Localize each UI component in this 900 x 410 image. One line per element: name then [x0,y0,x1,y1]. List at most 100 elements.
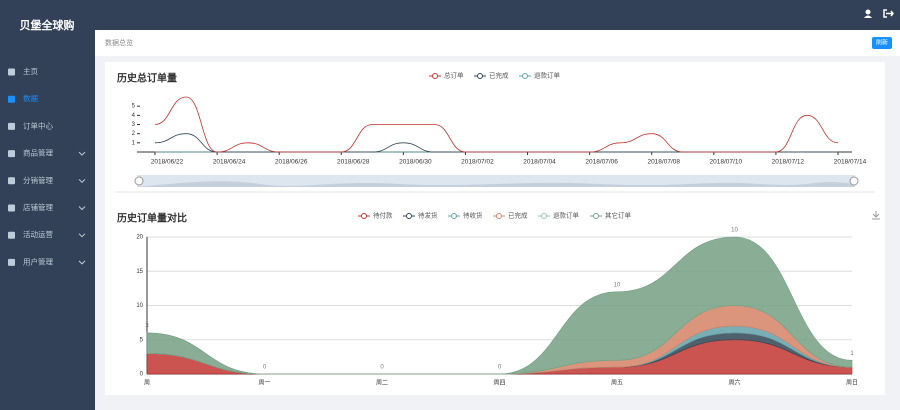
x-tick-label: 2018/06/26 [275,159,308,166]
x-tick-label: 周五 [611,380,623,387]
y-tick-label: 2 [132,131,136,137]
legend-label[interactable]: 已完成 [489,71,509,80]
menu-icon[interactable] [8,204,15,212]
breadcrumb[interactable]: 数据总览 [105,38,133,47]
menu-chevron[interactable] [78,151,86,156]
data-label: 10 [731,228,738,234]
x-tick-label: 2018/07/04 [523,159,556,166]
x-tick-label: 2018/07/08 [647,159,680,166]
logo: 贝堡全球购 [20,18,75,32]
legend-label[interactable]: 总订单 [444,71,464,80]
x-tick-label: 2018/07/06 [585,159,618,166]
data-label: 0 [380,365,384,371]
logout-icon-door [883,9,887,18]
y-tick-label: 0 [140,372,144,378]
menu-chevron[interactable] [78,233,86,238]
x-tick-label: 2018/07/12 [772,159,805,166]
logout-icon[interactable] [883,9,894,18]
legend-label[interactable]: 其它订单 [605,211,632,220]
menu-item[interactable]: 商品管理 [23,148,53,158]
legend-icon[interactable] [477,73,483,79]
data-label: 10 [614,282,621,288]
y-tick-label: 5 [132,104,136,110]
user-icon[interactable] [864,9,872,19]
menu-item[interactable]: 用户管理 [23,256,53,266]
legend-label[interactable]: 待付款 [373,211,393,220]
x-tick-label: 周四 [493,380,505,387]
data-label: 0 [498,365,502,371]
x-tick-label: 周日 [846,380,858,387]
x-tick-label: 周一 [258,380,270,387]
legend-icon[interactable] [361,213,367,219]
y-tick-label: 3 [132,122,136,128]
data-label: 1 [850,351,854,357]
menu-chevron[interactable] [78,260,86,265]
menu-icon[interactable] [8,177,15,185]
y-tick-label: 1 [132,140,136,146]
y-tick-label: 4 [132,113,136,119]
x-tick-label: 周二 [376,380,388,387]
menu-icon[interactable] [8,258,15,266]
logout-icon-arrow [886,10,894,17]
chart-title: 历史总订单量 [117,72,177,85]
chart-title: 历史订单量对比 [117,212,187,225]
legend-label[interactable]: 待收货 [463,211,483,220]
legend-icon[interactable] [522,73,528,79]
menu-chevron[interactable] [78,178,86,184]
legend-label[interactable]: 待发货 [418,211,438,220]
user-icon-head [865,9,871,15]
x-tick-label: 周六 [728,379,740,387]
refresh-button[interactable] [872,37,892,49]
menu-icon[interactable] [8,95,15,103]
y-tick-label: 10 [136,303,143,309]
legend-label[interactable]: 退款订单 [534,71,561,80]
data-label: 0 [263,365,267,371]
series-area [146,236,853,375]
menu-icon[interactable] [8,150,15,158]
menu-icon[interactable] [8,122,15,130]
breadcrumb-bar [95,30,900,56]
menu-icon[interactable] [8,231,15,239]
zoom-handle[interactable] [849,176,859,186]
menu-item[interactable]: 分销管理 [23,175,53,185]
refresh-button-label[interactable]: 刷新 [876,39,888,47]
legend-icon[interactable] [496,213,502,219]
x-tick-label: 2018/07/02 [461,159,494,166]
zoom-track [137,175,855,187]
zoom-shadow [137,181,855,187]
y-tick-label: 20 [136,235,143,241]
menu-item[interactable]: 主页 [23,66,38,76]
legend-label[interactable]: 已完成 [508,211,528,220]
series-line [154,96,839,153]
x-tick-label: 2018/06/22 [151,159,184,166]
legend-icon[interactable] [593,213,599,219]
x-tick-label: 2018/07/10 [710,159,743,166]
y-tick-label: 15 [136,269,143,275]
data-zoom[interactable] [134,175,859,187]
x-tick-label: 2018/07/14 [834,159,867,166]
menu-item[interactable]: 活动运营 [23,229,53,239]
menu-item[interactable]: 店铺管理 [23,202,53,212]
legend-icon[interactable] [541,213,547,219]
x-tick-label: 2018/06/28 [337,159,370,166]
x-tick-label: 2018/06/30 [399,159,432,166]
legend-icon[interactable] [406,213,412,219]
data-label: 3 [145,323,149,329]
download-icon[interactable] [872,211,880,220]
menu-item[interactable]: 数据 [23,93,38,103]
legend-label[interactable]: 退款订单 [553,211,580,220]
user-icon-body [864,15,872,18]
topbar [95,0,900,30]
x-tick-label: 2018/06/24 [213,159,246,166]
sidebar [0,0,95,410]
x-tick-label: 周 [144,380,150,387]
zoom-handle[interactable] [134,176,144,186]
legend-icon[interactable] [451,213,457,219]
menu-chevron[interactable] [78,206,86,211]
menu-item[interactable]: 订单中心 [23,120,53,130]
y-tick-label: 5 [140,337,144,343]
legend-icon[interactable] [432,73,438,79]
menu-icon[interactable] [8,68,15,76]
